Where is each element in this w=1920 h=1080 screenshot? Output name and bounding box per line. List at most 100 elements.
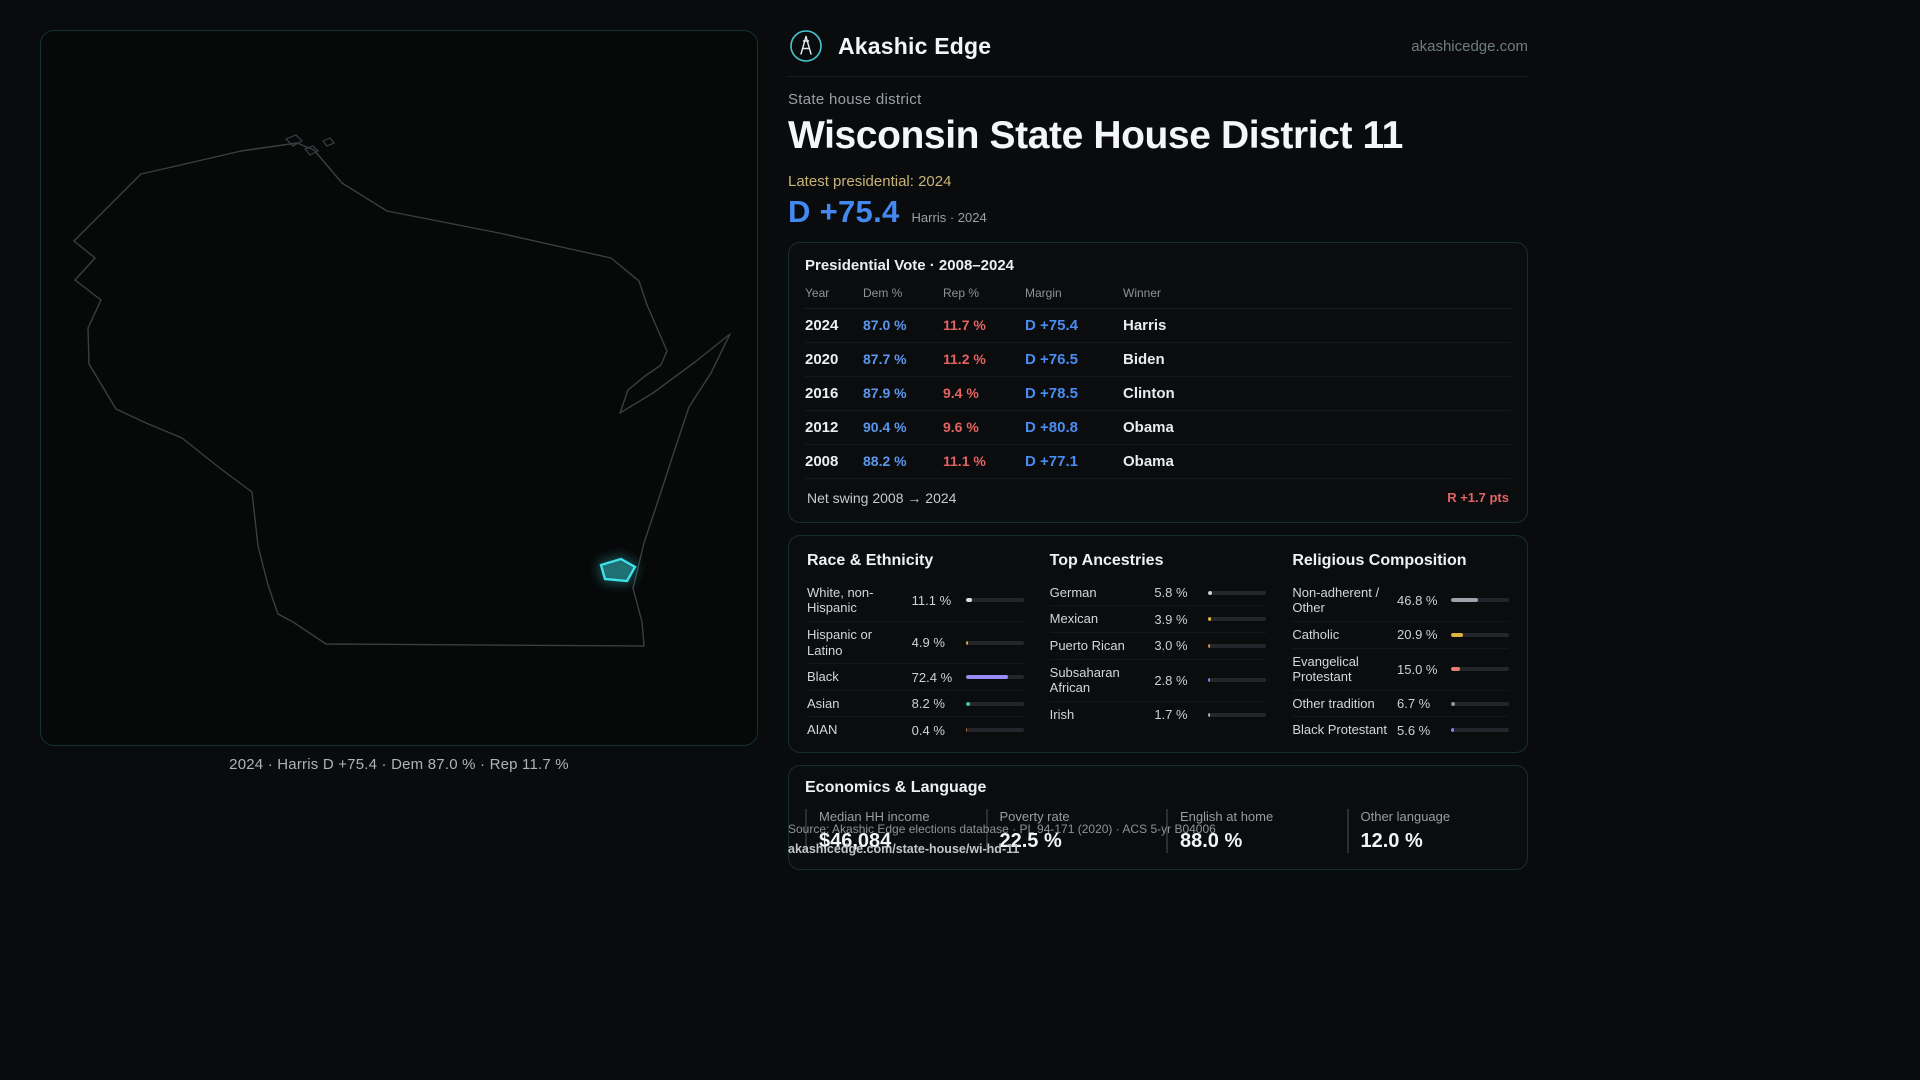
column-header: Margin xyxy=(1025,285,1062,300)
demo-row-bar xyxy=(1208,643,1267,648)
margin-cell: D +78.5 xyxy=(1025,384,1078,402)
year-cell: 2016 xyxy=(805,384,839,402)
demo-group-religion: Religious Composition Non-adherent / Othe… xyxy=(1292,552,1509,743)
demo-row-value: 20.9 % xyxy=(1397,627,1438,643)
latest-presidential-label: Latest presidential: 2024 xyxy=(788,172,952,190)
demo-row-bar xyxy=(965,701,1024,706)
demo-row-value: 46.8 % xyxy=(1397,592,1438,608)
stat-label: Poverty rate xyxy=(999,808,1070,824)
demo-row-label: Irish xyxy=(1049,706,1075,722)
demo-row-bar xyxy=(1451,667,1509,672)
demo-row: Black Protestant 5.6 % xyxy=(1292,717,1509,743)
rep-cell: 11.2 % xyxy=(943,351,986,368)
demo-row-bar xyxy=(1451,632,1509,637)
economics-card: Economics & Language Median HH income $46… xyxy=(788,764,1528,870)
margin-cell: D +75.4 xyxy=(1025,316,1078,334)
column-header: Rep % xyxy=(943,285,980,300)
district-type-label: State house district xyxy=(788,91,922,108)
net-swing-label: Net swing 2008 → 2024 xyxy=(807,489,957,506)
demo-row-bar xyxy=(1451,728,1509,733)
presidential-row: 2012 90.4 % 9.6 % D +80.8 Obama xyxy=(805,411,1511,445)
highlighted-district-shape[interactable] xyxy=(599,557,637,583)
page-title: Wisconsin State House District 11 xyxy=(788,114,1403,157)
demo-row-label: Black Protestant xyxy=(1292,722,1387,738)
dem-cell: 88.2 % xyxy=(863,453,907,470)
demo-row: AIAN 0.4 % xyxy=(807,717,1024,743)
winner-cell: Clinton xyxy=(1123,384,1175,402)
headline-result: D +75.4 Harris · 2024 xyxy=(788,194,1528,230)
demo-row: Mexican 3.9 % xyxy=(1049,606,1267,634)
rep-cell: 9.4 % xyxy=(943,385,979,402)
demo-row-label: White, non-Hispanic xyxy=(807,584,874,616)
econ-stats: Median HH income $46,084 Poverty rate 22.5 … xyxy=(805,808,1512,853)
dem-cell: 87.0 % xyxy=(863,317,907,334)
demo-row-label: Non-adherent / Other xyxy=(1292,584,1380,616)
demo-row-label: German xyxy=(1049,584,1097,600)
stat-median-hh-income: Median HH income $46,084 xyxy=(805,808,970,853)
presidential-table-body: 2024 87.0 % 11.7 % D +75.4 Harris 2020 87.7 % 1… xyxy=(805,309,1511,479)
site-link[interactable]: akashicedge.com xyxy=(1411,37,1528,55)
stat-other-language: Other language 12.0 % xyxy=(1346,808,1512,853)
rep-cell: 11.7 % xyxy=(943,317,986,334)
dem-cell: 87.9 % xyxy=(863,385,907,402)
stat-value: 22.5 % xyxy=(999,829,1062,852)
presidential-vote-card: Presidential Vote · 2008–2024 Year Dem % R… xyxy=(788,241,1528,523)
margin-cell: D +77.1 xyxy=(1025,452,1078,470)
demo-row-value: 11.1 % xyxy=(911,592,952,608)
winner-cell: Biden xyxy=(1123,350,1165,368)
dem-cell: 87.7 % xyxy=(863,351,907,368)
presidential-row: 2020 87.7 % 11.2 % D +76.5 Biden xyxy=(805,343,1511,377)
presidential-table-head: Year Dem % Rep % Margin Winner xyxy=(805,286,1511,309)
demo-row-value: 8.2 % xyxy=(911,696,945,712)
winner-cell: Harris xyxy=(1123,316,1167,334)
demo-row: Non-adherent / Other 46.8 % xyxy=(1292,580,1509,623)
demo-group-ancestries: Top Ancestries German 5.8 % Mexican 3.9 % Pue… xyxy=(1049,552,1267,743)
winner-cell: Obama xyxy=(1123,452,1174,470)
year-cell: 2012 xyxy=(805,418,839,436)
demo-row-bar xyxy=(1208,617,1267,622)
demo-group-title: Religious Composition xyxy=(1292,551,1467,569)
demographics-card: Race & Ethnicity White, non-Hispanic 11.1 … xyxy=(788,534,1528,753)
demo-row: Subsaharan African 2.8 % xyxy=(1049,660,1267,702)
demo-row-bar xyxy=(965,598,1024,603)
margin-cell: D +76.5 xyxy=(1025,350,1078,368)
demo-row-bar xyxy=(965,675,1024,680)
demo-row-bar xyxy=(1451,598,1509,603)
demo-row-value: 6.7 % xyxy=(1397,696,1431,712)
demo-row-label: Other tradition xyxy=(1292,695,1375,711)
demo-row-value: 2.8 % xyxy=(1154,672,1188,688)
presidential-row: 2008 88.2 % 11.1 % D +77.1 Obama xyxy=(805,445,1511,479)
demo-row: Black 72.4 % xyxy=(807,664,1024,691)
demo-row-value: 5.8 % xyxy=(1154,585,1188,601)
demo-group-race: Race & Ethnicity White, non-Hispanic 11.1 … xyxy=(807,552,1024,743)
net-swing-value: R +1.7 pts xyxy=(1447,490,1509,506)
rep-cell: 11.1 % xyxy=(943,453,986,470)
district-map-panel xyxy=(40,30,758,746)
demo-row-label: Evangelical Protestant xyxy=(1292,653,1359,685)
demo-row-value: 5.6 % xyxy=(1397,722,1431,738)
winner-cell: Obama xyxy=(1123,418,1174,436)
headline-margin: D +75.4 xyxy=(788,193,900,229)
permalink[interactable]: akashicedge.com/state-house/wi-hd-11 xyxy=(788,842,1020,856)
site-header: Akashic Edge akashicedge.com xyxy=(788,28,1528,77)
column-header: Year xyxy=(805,285,830,300)
presidential-card-title: Presidential Vote · 2008–2024 xyxy=(805,256,1015,274)
stat-label: Median HH income xyxy=(819,808,930,824)
wisconsin-outline xyxy=(73,142,731,647)
column-header: Dem % xyxy=(863,285,903,300)
apostle-islands xyxy=(284,134,335,156)
stat-poverty-rate: Poverty rate 22.5 % xyxy=(985,808,1151,853)
stat-label: Other language xyxy=(1360,808,1451,824)
wisconsin-map xyxy=(73,134,731,647)
demo-row-bar xyxy=(1208,678,1267,683)
detail-panel: Akashic Edge akashicedge.com State house… xyxy=(788,28,1528,870)
demo-row-label: Catholic xyxy=(1292,627,1340,643)
demo-row: Evangelical Protestant 15.0 % xyxy=(1292,649,1509,691)
demo-row-label: Subsaharan African xyxy=(1049,664,1120,696)
demo-row-bar xyxy=(965,640,1024,645)
year-cell: 2008 xyxy=(805,452,839,470)
margin-cell: D +80.8 xyxy=(1025,418,1078,436)
demo-row: Puerto Rican 3.0 % xyxy=(1049,633,1267,660)
demo-row: Hispanic or Latino 4.9 % xyxy=(807,622,1024,665)
